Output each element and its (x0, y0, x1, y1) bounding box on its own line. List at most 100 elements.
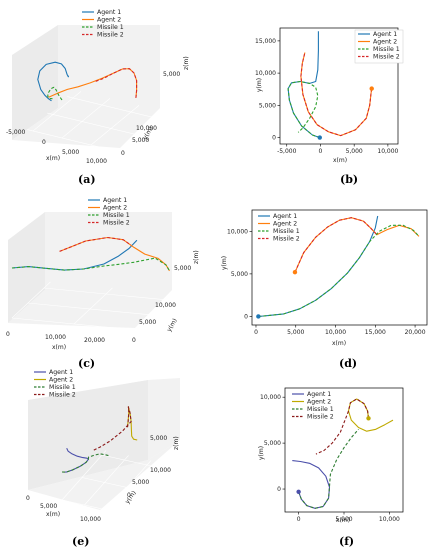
panel-e-caption: (e) (72, 535, 89, 548)
start-marker-agent-1 (256, 314, 261, 319)
panel-a-ytick: 10,000 (136, 125, 157, 132)
panel-c-caption: (c) (78, 357, 95, 370)
panel-c-ztick: 5,000 (174, 265, 191, 272)
legend-label-agent-1: Agent 1 (373, 31, 397, 38)
x-tick-label: -5,000 (277, 148, 297, 155)
series-line-agent-2 (294, 217, 420, 273)
panel-e-ytick: 10,000 (150, 467, 171, 474)
x-tick-label: 5,000 (335, 516, 352, 523)
panel-a-xtick: -5,000 (6, 129, 26, 136)
panel-c-ytick: 10,000 (155, 302, 176, 309)
y-tick-label: 15,000 (255, 38, 276, 45)
panel-c-ytick: 0 (132, 337, 136, 344)
panel-c-xtick: 20,000 (84, 337, 105, 344)
series-line-missile-1 (61, 453, 111, 473)
panel-f-2d-plot: 0 5,000 10,000 0 5,000 10,000 x(m) y(m) Agent… (258, 387, 404, 548)
panel-e-xlabel: x(m) (46, 511, 60, 518)
floor-grid-line (84, 455, 129, 506)
series-line-missile-2 (294, 217, 378, 273)
floor-grid-line (43, 287, 175, 301)
x-tick-label: 0 (254, 329, 258, 336)
panel-e-zlabel: z(m) (173, 436, 180, 450)
panel-e-xtick: 5,000 (40, 503, 57, 510)
panel-c-xlabel: x(m) (52, 344, 66, 351)
panel-c-side-pane (8, 212, 45, 323)
y-tick-label: 0 (277, 486, 281, 493)
panel-d-axes-frame (251, 209, 428, 326)
legend-label-missile-2: Missile 2 (97, 32, 124, 39)
x-tick-label: 10,000 (379, 516, 400, 523)
x-tick-label: 20,000 (405, 329, 426, 336)
panel-c-xtick: 10,000 (45, 334, 66, 341)
y-tick-label: 10,000 (255, 70, 276, 77)
panel-f-xlabel: x(m) (336, 517, 350, 524)
panel-a-ztick: 5,000 (163, 71, 180, 78)
panel-a-ytick: 0 (121, 150, 125, 157)
panel-e-ytick: 0 (127, 492, 131, 499)
legend-label-agent-2: Agent 2 (307, 399, 331, 406)
floor-grid-line (27, 129, 126, 154)
legend-label-agent-2: Agent 2 (103, 205, 127, 212)
x-tick-label: 10,000 (377, 148, 398, 155)
legend-label-agent-2: Agent 2 (97, 17, 121, 24)
panel-b-caption: (b) (340, 173, 358, 186)
legend-label-missile-2: Missile 2 (103, 220, 130, 227)
legend-label-missile-1: Missile 1 (373, 46, 400, 53)
legend-label-missile-1: Missile 1 (307, 406, 334, 413)
legend-label-missile-1: Missile 1 (273, 228, 300, 235)
start-marker-agent-1 (296, 489, 301, 494)
floor-grid-line (101, 454, 152, 467)
series-line-missile-2 (93, 68, 138, 98)
floor-grid-line (67, 96, 166, 121)
panel-d-ylabel: y(m) (221, 256, 228, 270)
floor-grid-line (61, 450, 107, 501)
panel-e-ztick: 5,000 (150, 435, 167, 442)
x-tick-label: 5,000 (346, 148, 363, 155)
series-line-missile-2 (315, 398, 370, 455)
x-tick-label: 0 (297, 516, 301, 523)
legend-box (354, 29, 404, 64)
y-tick-label: 5,000 (231, 271, 248, 278)
panel-a-3d-plot: -5,000 0 5,000 10,000 x(m) 0 5,000 10,00… (6, 9, 190, 186)
series-line-missile-1 (287, 80, 320, 139)
panel-a-xlabel: x(m) (46, 155, 60, 162)
series-line-missile-2 (92, 406, 132, 452)
panel-c-back-pane (45, 212, 172, 290)
panel-f-ylabel: y(m) (258, 446, 265, 460)
panel-a-side-pane (12, 25, 58, 140)
panel-e-xtick: 0 (26, 495, 30, 502)
start-marker-agent-2 (369, 86, 374, 91)
panel-a-caption: (a) (78, 173, 96, 186)
panel-f-axes-frame (284, 387, 404, 513)
series-line-agent-1 (37, 61, 70, 102)
panel-a-xtick: 5,000 (62, 149, 79, 156)
legend-label-agent-1: Agent 1 (97, 9, 121, 16)
y-tick-label: 0 (244, 313, 248, 320)
legend-label-missile-1: Missile 1 (49, 384, 76, 391)
legend-label-agent-1: Agent 1 (49, 369, 73, 376)
floor-grid-line (11, 317, 143, 331)
y-tick-label: 5,000 (259, 102, 276, 109)
legend-label-missile-1: Missile 1 (97, 24, 124, 31)
panel-d-caption: (d) (339, 357, 357, 370)
floor-grid-line (81, 477, 132, 489)
panel-b-axes-frame (279, 27, 399, 145)
panel-e-back-pane (148, 378, 180, 460)
floor-grid-line (61, 499, 112, 512)
panel-c-ylabel: y(m) (166, 317, 179, 333)
legend-label-agent-1: Agent 1 (273, 213, 297, 220)
y-tick-label: 0 (272, 135, 276, 142)
legend-label-missile-2: Missile 2 (373, 54, 400, 61)
series-line-missile-2 (300, 52, 373, 137)
series-line-agent-2 (347, 398, 394, 432)
legend-label-missile-2: Missile 2 (273, 236, 300, 243)
y-tick-label: 5,000 (264, 440, 281, 447)
